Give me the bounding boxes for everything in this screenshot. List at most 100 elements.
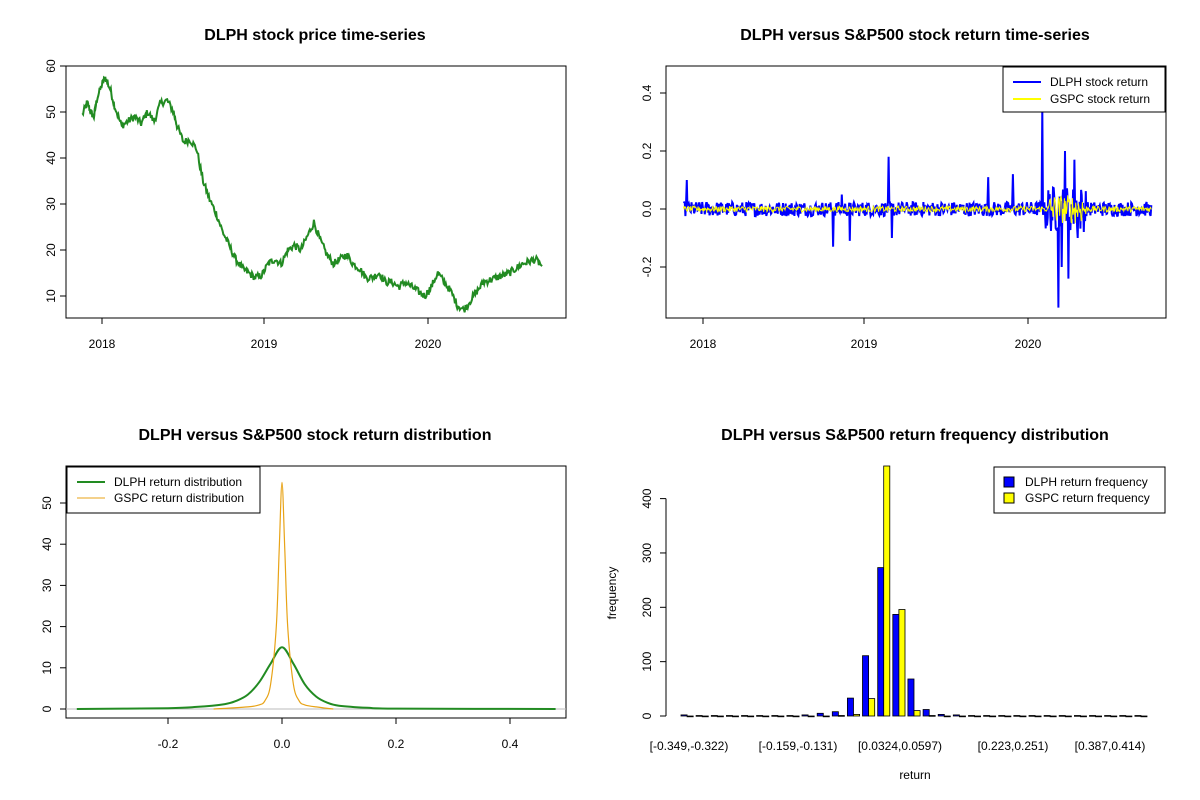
panel2-y-tick-label: 0.0 <box>640 200 654 217</box>
panel4-bar-gspc <box>837 715 845 717</box>
panel2-legend: DLPH stock return GSPC stock return <box>1002 66 1166 113</box>
panel4-bar-gspc <box>853 714 860 717</box>
panel4-title: DLPH versus S&P500 return frequency dist… <box>721 427 1109 444</box>
panel4-bar-dlph <box>1089 715 1096 717</box>
panel4-bar-dlph <box>922 709 930 717</box>
panel1-y-tick-label: 40 <box>44 151 58 165</box>
panel4-bar-gspc <box>1034 715 1042 718</box>
panel3-series-dlph-density <box>76 646 556 710</box>
panel4-x-tick-label: [0.223,0.251) <box>978 739 1049 753</box>
panel3-y-tick-label: 10 <box>40 661 54 675</box>
panel4-bar-dlph <box>756 715 764 717</box>
panel1-y-tick-label: 60 <box>44 59 58 73</box>
panel4-bar-dlph <box>741 715 748 717</box>
panel4-bar-dlph <box>1119 715 1127 717</box>
panel4-legend-swatch-gspc <box>1003 492 1015 504</box>
panel4-bar-dlph <box>1074 715 1081 717</box>
panel4-bar-dlph <box>1043 715 1051 717</box>
panel4-bar-dlph <box>1028 715 1036 717</box>
panel4-bar-dlph <box>771 715 779 717</box>
panel2-legend-label-gspc: GSPC stock return <box>1050 92 1150 106</box>
panel4-bar-dlph <box>801 714 809 717</box>
panel4-bar-gspc <box>1110 715 1118 718</box>
panel4-legend-label-gspc: GSPC return frequency <box>1025 491 1150 505</box>
panel4-bar-dlph <box>892 614 900 717</box>
panel1-y-tick-label: 50 <box>44 105 58 119</box>
panel4-bar-dlph <box>726 715 733 717</box>
panel2-y-tick-label: -0.2 <box>640 256 654 277</box>
panel4-bar-gspc <box>762 715 770 718</box>
panel4-bar-dlph <box>907 678 915 717</box>
panel3-series-gspc-density <box>213 481 334 710</box>
panel3-legend-label-gspc: GSPC return distribution <box>114 491 244 505</box>
panel4-bar-gspc <box>943 715 951 718</box>
panel3-x-tick-label: 0.0 <box>274 737 291 751</box>
panel4-bar-dlph <box>786 715 794 717</box>
panel4-bar-dlph <box>1104 715 1112 717</box>
panel4-bar-dlph <box>952 714 960 717</box>
panel4-bar-gspc <box>1140 715 1148 718</box>
panel4-bar-dlph <box>998 715 1006 717</box>
panel-return-frequency: DLPH versus S&P500 return frequency dist… <box>605 427 1166 782</box>
panel4-bar-gspc <box>1080 715 1087 718</box>
panel4-x-tick-label: [-0.159,-0.131) <box>759 739 838 753</box>
panel4-bar-gspc <box>701 715 709 718</box>
panel4-bar-dlph <box>1013 715 1021 717</box>
panel2-plot-frame <box>665 65 1167 319</box>
panel3-y-tick-label: 0 <box>40 705 54 712</box>
panel-return-distribution: DLPH versus S&P500 stock return distribu… <box>40 427 567 751</box>
panel4-bar-gspc <box>974 715 981 718</box>
panel1-plot-frame <box>65 65 567 319</box>
panel4-legend-box <box>993 466 1166 514</box>
panel2-legend-label-dlph: DLPH stock return <box>1050 75 1148 89</box>
panel-price-timeseries: DLPH stock price time-series 10 20 30 40 50 6… <box>44 27 567 351</box>
panel2-y-tick-label: 0.4 <box>640 84 654 101</box>
panel4-y-tick-label: 0 <box>640 712 654 719</box>
panel2-x-tick-label: 2019 <box>851 337 878 351</box>
panel4-y-tick-label: 300 <box>640 543 654 563</box>
panel4-bar-dlph <box>1134 715 1142 717</box>
panel4-bar-dlph <box>983 715 991 717</box>
panel4-bar-dlph <box>695 715 703 717</box>
panel4-bar-gspc <box>883 465 891 717</box>
panel4-bar-gspc <box>1064 715 1072 718</box>
panel4-x-tick-label: [-0.349,-0.322) <box>650 739 729 753</box>
panel3-legend: DLPH return distribution GSPC return dis… <box>66 466 261 514</box>
panel1-y-tick-label: 20 <box>44 243 58 257</box>
panel4-bar-dlph <box>1058 715 1066 717</box>
panel1-y-tick-label: 10 <box>44 289 58 303</box>
panel4-bar-dlph <box>710 715 718 717</box>
panel-return-timeseries: DLPH versus S&P500 stock return time-ser… <box>640 27 1167 351</box>
panel4-bar-dlph <box>937 714 945 717</box>
panel4-bar-dlph <box>877 567 885 717</box>
panel1-x-tick-label: 2020 <box>415 337 442 351</box>
panel3-y-tick-label: 30 <box>40 578 54 592</box>
panel4-bar-gspc <box>1125 715 1133 718</box>
panel4-y-axis-label: frequency <box>605 567 619 620</box>
panel4-bar-gspc <box>747 715 755 718</box>
panel4-legend-swatch-dlph <box>1003 476 1015 488</box>
panel4-bar-gspc <box>868 698 876 717</box>
panel3-x-tick-label: 0.2 <box>388 737 405 751</box>
panel4-bar-gspc <box>777 715 785 718</box>
panel3-legend-box <box>66 466 261 514</box>
panel4-bar-gspc <box>1019 715 1027 718</box>
panel4-legend: DLPH return frequency GSPC return freque… <box>993 466 1166 514</box>
panel2-x-tick-label: 2020 <box>1015 337 1042 351</box>
panel3-plot-frame <box>65 465 567 719</box>
panel4-bar-gspc <box>822 715 830 718</box>
panel4-bar-gspc <box>807 715 815 718</box>
panel4-bar-dlph <box>847 697 854 717</box>
panel4-legend-label-dlph: DLPH return frequency <box>1025 475 1148 489</box>
panel4-y-tick-label: 100 <box>640 651 654 671</box>
panel4-bar-gspc <box>898 609 906 717</box>
panel4-y-tick-label: 200 <box>640 597 654 617</box>
panel4-bar-gspc <box>716 715 724 718</box>
panel2-title: DLPH versus S&P500 stock return time-ser… <box>740 27 1090 44</box>
panel4-bar-dlph <box>968 715 975 717</box>
panel4-x-axis-label: return <box>899 768 930 782</box>
panel4-bar-dlph <box>816 712 824 717</box>
panel2-y-tick-label: 0.2 <box>640 142 654 159</box>
panel2-series-gspc-return <box>682 195 1152 224</box>
